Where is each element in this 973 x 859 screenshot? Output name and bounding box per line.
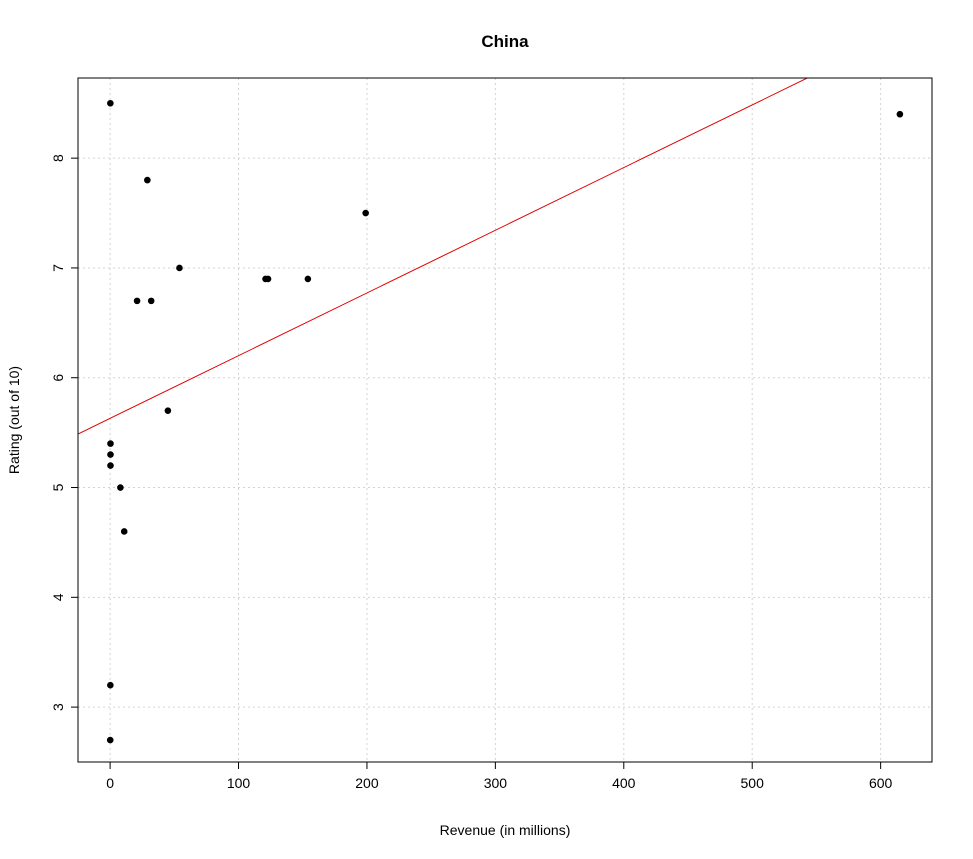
data-point [106,736,114,744]
x-tick-label: 400 [612,775,636,791]
data-point [147,297,155,305]
y-tick-label: 3 [50,703,66,711]
data-point [896,110,904,118]
data-point [107,462,114,469]
x-tick-label: 100 [227,775,251,791]
data-point [107,681,114,689]
data-points [106,99,904,744]
data-point [117,484,124,491]
data-point [107,440,114,447]
y-tick-label: 6 [50,374,66,382]
y-tick-label: 5 [50,483,66,491]
data-point [264,275,272,283]
data-point [107,451,114,458]
x-axis: 0 100 200 300 400 500 600 [106,762,893,791]
data-point [362,209,369,217]
data-point [107,99,114,107]
x-tick-label: 600 [869,775,893,791]
y-tick-label: 7 [50,264,66,272]
x-tick-label: 300 [484,775,508,791]
data-point [164,407,172,414]
x-axis-label: Revenue (in millions) [440,822,571,838]
chart-title: China [481,32,529,51]
y-tick-label: 8 [50,154,66,162]
data-point [304,275,312,283]
data-point [120,528,128,535]
trend-line [78,78,809,435]
data-point [133,297,141,305]
x-tick-label: 200 [355,775,379,791]
y-axis: 3 4 5 6 7 8 [50,154,78,711]
x-tick-label: 500 [741,775,765,791]
y-axis-label: Rating (out of 10) [6,366,22,474]
plot-frame [77,77,933,763]
data-point [144,176,151,184]
grid-lines [78,78,932,762]
data-point [176,264,183,272]
x-tick-label: 0 [106,775,114,791]
y-tick-label: 4 [50,593,66,601]
